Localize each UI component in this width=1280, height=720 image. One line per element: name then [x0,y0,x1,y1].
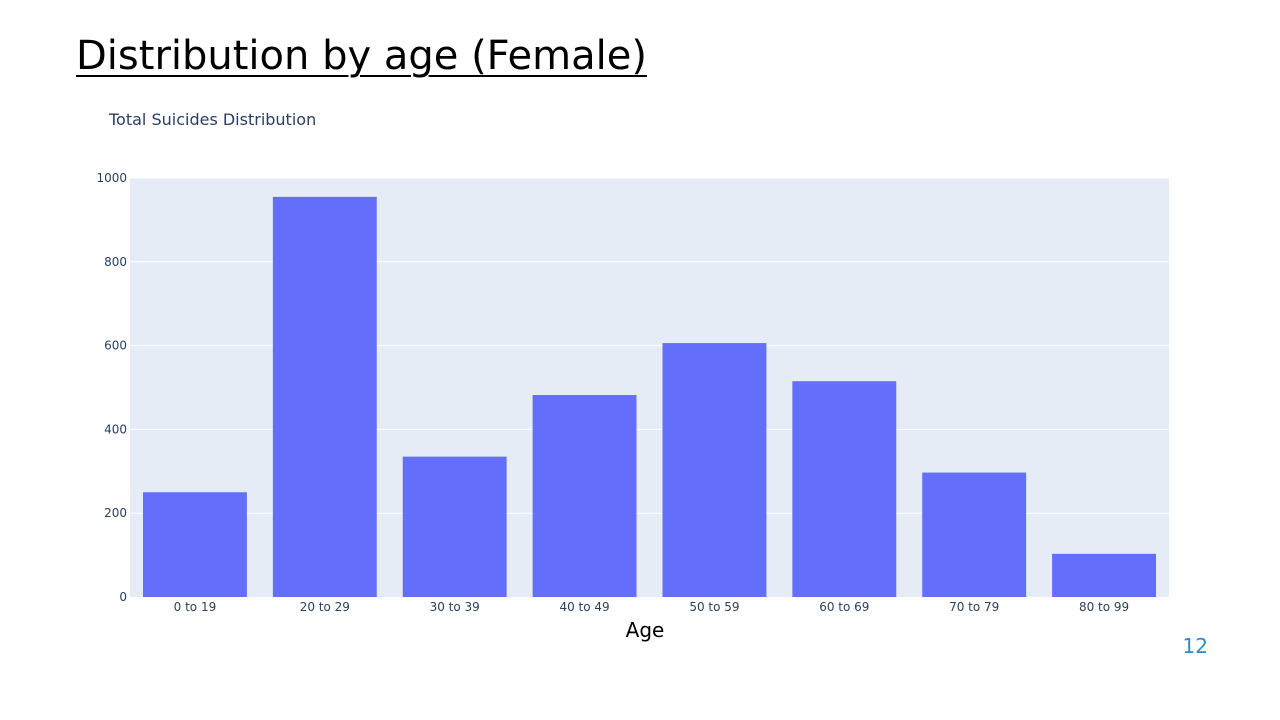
x-tick-label: 60 to 69 [819,600,869,614]
x-axis-title: Age [625,618,665,642]
y-tick-label: 1000 [96,171,127,185]
bar [922,472,1027,597]
y-tick-label: 600 [104,339,127,353]
bar [1052,553,1157,597]
y-tick-label: 0 [119,590,127,604]
x-tick-label: 20 to 29 [300,600,350,614]
x-tick-label: 80 to 99 [1079,600,1129,614]
y-tick-label: 800 [104,255,127,269]
bar [142,492,247,597]
slide-number: 12 [1182,634,1208,658]
slide-title: Distribution by age (Female) [76,33,647,79]
x-tick-label: 50 to 59 [689,600,739,614]
x-tick-label: 0 to 19 [174,600,217,614]
x-tick-label: 40 to 49 [559,600,609,614]
x-tick-label: 30 to 39 [430,600,480,614]
chart-title: Total Suicides Distribution [109,110,317,129]
bar-chart: 0 200 400 600 800 1000 0 to 19 20 to 29 30 to 39… [96,171,1169,614]
bar [402,456,507,597]
bar [272,196,377,598]
bar [662,343,767,597]
x-tick-label: 70 to 79 [949,600,999,614]
bar [792,381,897,597]
y-tick-label: 400 [104,422,127,436]
y-tick-label: 200 [104,506,127,520]
bar [532,395,637,597]
